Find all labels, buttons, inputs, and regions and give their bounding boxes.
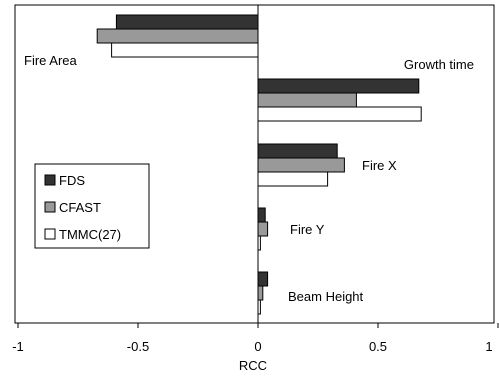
bar-tmmc27-4 [257,235,261,251]
bar-cfast-1 [96,28,259,44]
category-label: Fire X [362,158,397,173]
bar-fds-5 [257,271,269,287]
legend-label: CFAST [59,200,101,215]
bar-cfast-4 [257,221,269,237]
category-label: Fire Y [290,222,325,237]
x-axis-title: RCC [239,358,267,373]
bar-tmmc27-1 [111,42,259,58]
legend-label: FDS [59,173,85,188]
x-tick-label: 1 [485,339,492,354]
bar-fds-4 [257,207,266,223]
bar-cfast-5 [257,285,264,301]
legend-label: TMMC(27) [59,227,121,242]
x-tick-label: -0.5 [127,339,149,354]
bar-fds-1 [115,14,259,30]
plot-frame [14,4,495,324]
bars-group [96,14,422,315]
bar-tmmc27-2 [257,106,422,122]
legend-swatch [44,201,56,213]
legend-swatch [44,228,56,240]
legend: FDS CFAST TMMC(27) [34,163,150,249]
category-label: Beam Height [288,289,364,304]
category-label: Fire Area [24,53,78,68]
category-label: Growth time [404,57,474,72]
bar-cfast-2 [257,92,357,108]
legend-items: FDS CFAST TMMC(27) [44,173,121,242]
bar-cfast-3 [257,157,345,173]
x-tick-label: -1 [12,339,24,354]
legend-swatch [44,174,56,186]
bar-tmmc27-5 [257,299,261,315]
x-tick-label: 0.5 [369,339,387,354]
bar-tmmc27-3 [257,171,329,187]
bar-fds-2 [257,78,420,94]
category-labels: Fire Area Growth time Fire X Fire Y Beam Hei… [24,53,474,304]
x-axis-ticks: -1 -0.5 0 0.5 1 [12,323,499,354]
bar-fds-3 [257,143,338,159]
x-tick-label: 0 [254,339,261,354]
